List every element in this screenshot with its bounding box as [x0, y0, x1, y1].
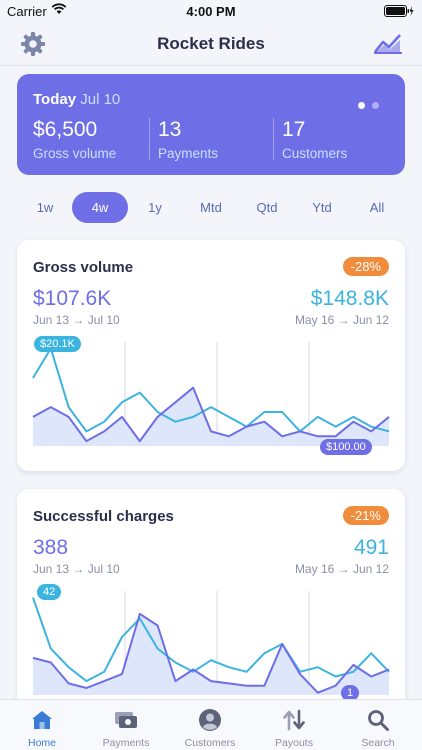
battery-icon	[384, 5, 414, 20]
page-title: Rocket Rides	[157, 34, 265, 53]
gross-volume-chart[interactable]	[17, 330, 405, 460]
divider	[149, 118, 150, 160]
stat-customers: 17 Customers	[282, 118, 347, 161]
previous-range: May 16 → Jun 12	[294, 313, 389, 327]
range-qtd[interactable]: Qtd	[256, 200, 278, 215]
range-all[interactable]: All	[369, 200, 385, 215]
stat-value: $6,500	[33, 118, 98, 141]
trend-chart-icon[interactable]	[373, 32, 402, 59]
previous-value: $148.8K	[310, 287, 389, 310]
change-badge: -21%	[342, 506, 389, 525]
current-value: 388	[33, 536, 69, 559]
max-tooltip: 42	[37, 584, 62, 600]
tab-payouts[interactable]: Payouts	[252, 700, 336, 750]
page-dot-active	[358, 102, 365, 109]
divider	[273, 118, 274, 160]
tab-label: Search	[361, 737, 395, 749]
card-title: Gross volume	[33, 259, 134, 276]
today-header: Today Jul 10	[33, 91, 120, 108]
previous-period-line	[32, 597, 390, 683]
successful-charges-chart[interactable]	[17, 579, 405, 709]
stat-label: Customers	[282, 146, 348, 161]
current-range: Jun 13 → Jul 10	[33, 313, 120, 327]
current-period-line	[32, 612, 390, 694]
tab-home[interactable]: Home	[0, 700, 84, 750]
stat-gross-volume: $6,500 Gross volume	[33, 118, 116, 161]
previous-range: May 16 → Jun 12	[294, 562, 389, 576]
max-tooltip: $20.1K	[34, 336, 81, 352]
tab-label: Payouts	[275, 737, 313, 749]
stat-value: 17	[282, 118, 306, 141]
range-4w[interactable]: 4w	[72, 192, 128, 223]
range-selector: 1w 4w 1y Mtd Qtd Ytd All	[17, 192, 405, 223]
current-value: $107.6K	[33, 287, 112, 310]
payouts-icon	[283, 709, 305, 731]
range-mtd[interactable]: Mtd	[200, 200, 222, 215]
today-label: Today	[33, 91, 77, 108]
previous-period-line	[32, 347, 390, 433]
today-summary-card[interactable]: Today Jul 10 $6,500 Gross volume 13 Paym…	[17, 74, 405, 175]
tab-label: Home	[27, 737, 56, 749]
change-badge: -28%	[342, 257, 389, 276]
gross-volume-card[interactable]: Gross volume -28% $107.6K $148.8K Jun 13…	[17, 240, 405, 471]
tab-label: Payments	[102, 737, 150, 749]
series-area	[33, 613, 389, 695]
home-icon	[32, 711, 52, 729]
successful-charges-card[interactable]: Successful charges -21% 388 491 Jun 13 →…	[17, 489, 405, 719]
search-icon	[368, 710, 389, 731]
range-1w[interactable]: 1w	[36, 200, 54, 215]
tab-payments[interactable]: Payments	[84, 700, 168, 750]
previous-value: 491	[353, 536, 389, 559]
stat-value: 13	[158, 118, 182, 141]
stat-payments: 13 Payments	[158, 118, 218, 161]
current-period-line	[32, 386, 390, 443]
tab-label: Customers	[184, 737, 236, 749]
tab-bar: Home Payments Customers Payouts Search	[0, 699, 422, 750]
min-tooltip: $100.00	[320, 439, 372, 455]
clock: 4:00 PM	[186, 4, 236, 19]
min-tooltip: 1	[341, 685, 360, 701]
gear-icon[interactable]	[20, 31, 46, 62]
payments-icon	[115, 712, 137, 728]
today-date: Jul 10	[80, 91, 121, 108]
wifi-icon	[51, 3, 67, 18]
page-dot	[372, 102, 379, 109]
current-range: Jun 13 → Jul 10	[33, 562, 120, 576]
stat-label: Gross volume	[33, 146, 117, 161]
card-title: Successful charges	[33, 508, 174, 525]
range-1y[interactable]: 1y	[148, 200, 162, 215]
stat-label: Payments	[158, 146, 219, 161]
tab-customers[interactable]: Customers	[168, 700, 252, 750]
tab-search[interactable]: Search	[336, 700, 420, 750]
navigation-bar: Rocket Rides	[0, 22, 422, 66]
carrier-label: Carrier	[7, 4, 47, 19]
customers-icon	[199, 709, 221, 731]
range-ytd[interactable]: Ytd	[312, 200, 332, 215]
page-indicator[interactable]	[351, 96, 379, 114]
status-bar: Carrier 4:00 PM	[0, 0, 422, 22]
